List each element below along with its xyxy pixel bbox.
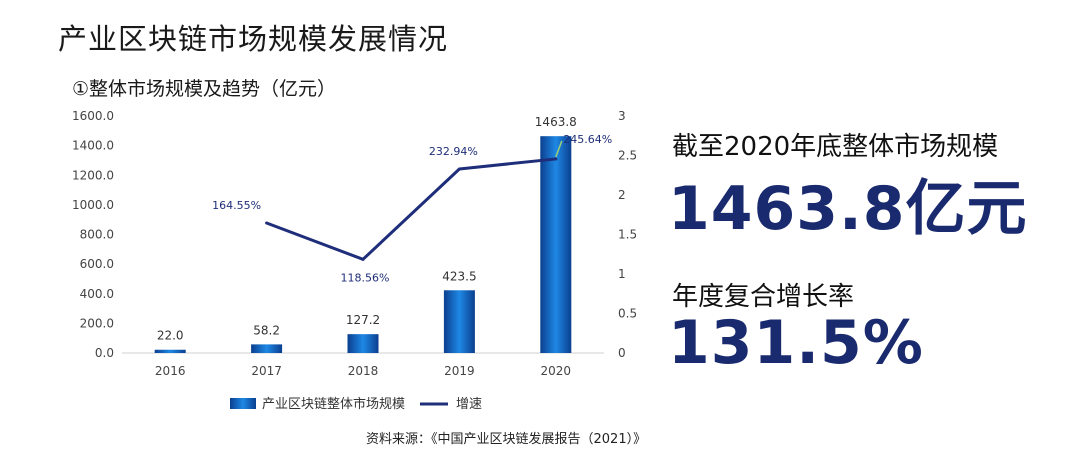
growth-line xyxy=(266,157,556,261)
y-right-tick-label: 2 xyxy=(618,188,626,202)
x-tick-label: 2019 xyxy=(444,364,475,378)
y-left-tick-label: 1600.0 xyxy=(72,109,114,123)
growth-value-label: 118.56% xyxy=(341,271,390,284)
y-left-tick-label: 1200.0 xyxy=(72,168,114,182)
stat-value-cagr: 131.5% xyxy=(668,308,924,378)
stat-label-market-size: 截至2020年底整体市场规模 xyxy=(672,132,999,162)
y-right-tick-label: 1.5 xyxy=(618,228,637,242)
growth-point xyxy=(361,257,365,261)
growth-point xyxy=(554,157,558,161)
y-right-tick-label: 2.5 xyxy=(618,149,637,163)
source-note: 资料来源：《中国产业区块链发展报告（2021）》 xyxy=(366,432,647,447)
stat-value-market-size: 1463.8亿元 xyxy=(668,174,1028,244)
growth-value-label: 232.94% xyxy=(429,145,478,158)
y-right-tick-label: 3 xyxy=(618,109,626,123)
y-left-tick-label: 600.0 xyxy=(80,257,114,271)
legend-line-label: 增速 xyxy=(456,397,482,412)
bar-value-label: 127.2 xyxy=(346,313,380,327)
label-leader-line xyxy=(555,140,563,158)
y-right-tick-label: 0.5 xyxy=(618,307,637,321)
bar-2020 xyxy=(540,136,572,353)
legend-bar-swatch xyxy=(230,398,256,409)
x-tick-label: 2016 xyxy=(155,364,186,378)
y-left-tick-label: 800.0 xyxy=(80,228,114,242)
x-tick-label: 2018 xyxy=(348,364,379,378)
bar-value-label: 58.2 xyxy=(253,323,280,337)
growth-point xyxy=(457,167,461,171)
legend-bar-label: 产业区块链整体市场规模 xyxy=(262,396,405,412)
bar-2019 xyxy=(443,290,475,353)
chart-title: ①整体市场规模及趋势（亿元） xyxy=(72,78,337,100)
y-right-tick-label: 1 xyxy=(618,267,626,281)
bar-2016 xyxy=(154,349,186,353)
page-title: 产业区块链市场规模发展情况 xyxy=(58,22,449,56)
x-tick-label: 2020 xyxy=(541,364,572,378)
y-left-tick-label: 200.0 xyxy=(80,316,114,330)
y-left-tick-label: 1400.0 xyxy=(72,139,114,153)
stat-label-cagr: 年度复合增长率 xyxy=(672,282,855,312)
y-left-tick-label: 0.0 xyxy=(95,346,114,360)
combo-chart: 0.0 200.0 400.0 600.0 800.0 1000.0 1200.0 1400.… xyxy=(72,109,637,412)
y-right-tick-label: 0 xyxy=(618,346,626,360)
growth-point xyxy=(265,221,269,225)
bar-value-label: 1463.8 xyxy=(535,115,577,129)
x-tick-label: 2017 xyxy=(251,364,282,378)
bar-2018 xyxy=(347,334,379,353)
y-left-tick-label: 400.0 xyxy=(80,287,114,301)
growth-value-label: 245.64% xyxy=(563,133,612,146)
y-left-tick-label: 1000.0 xyxy=(72,198,114,212)
bar-value-label: 22.0 xyxy=(157,329,184,343)
bar-value-label: 423.5 xyxy=(442,269,476,283)
growth-value-label: 164.55% xyxy=(212,199,261,212)
bar-2017 xyxy=(251,344,283,353)
